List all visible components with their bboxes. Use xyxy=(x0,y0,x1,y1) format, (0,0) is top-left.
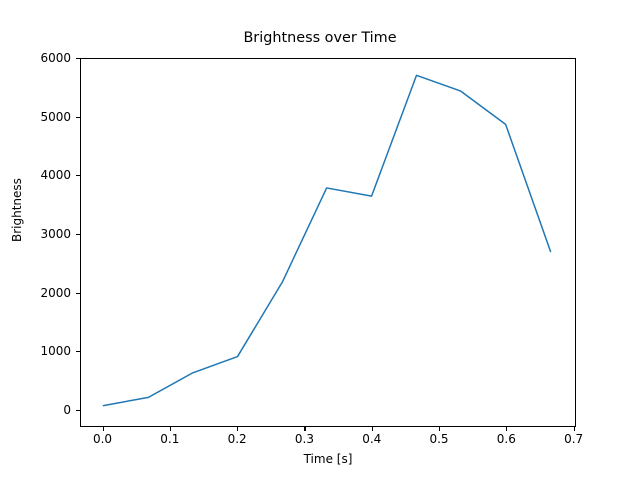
x-tick-mark xyxy=(169,427,171,431)
x-tick-label: 0.3 xyxy=(294,432,314,446)
y-tick-mark xyxy=(76,351,80,353)
x-tick-mark xyxy=(237,427,239,431)
y-axis-label: Brightness xyxy=(10,178,24,242)
y-tick-mark xyxy=(76,233,80,236)
data-line-svg xyxy=(102,74,552,407)
x-tick-label: 0.5 xyxy=(429,432,449,446)
x-axis-label: Time [s] xyxy=(303,452,353,466)
y-tick-label: 2000 xyxy=(40,285,71,300)
x-tick-mark xyxy=(573,427,575,431)
y-tick-label: 6000 xyxy=(40,51,71,65)
y-tick-mark xyxy=(76,292,80,294)
y-tick-mark xyxy=(76,409,80,412)
y-tick-mark xyxy=(76,116,80,118)
x-tick-mark xyxy=(102,427,104,431)
x-tick-mark xyxy=(304,427,306,431)
x-tick-mark xyxy=(439,427,441,431)
y-tick-label: 0 xyxy=(63,402,71,417)
x-tick-label: 0.4 xyxy=(362,432,382,446)
x-tick-mark xyxy=(371,427,373,431)
plot-axes-area xyxy=(80,58,576,427)
y-tick-label: 4000 xyxy=(40,168,71,183)
chart-title: Brightness over Time xyxy=(243,30,397,46)
x-tick-label: 0.0 xyxy=(92,432,113,446)
y-tick-mark xyxy=(76,175,80,177)
y-axis-tick-labels: 0 1000 2000 3000 4000 5000 6000 xyxy=(0,0,71,480)
y-tick-label: 5000 xyxy=(40,109,71,124)
y-tick-label: 1000 xyxy=(40,344,71,359)
x-tick-label: 0.7 xyxy=(564,432,584,446)
x-tick-label: 0.2 xyxy=(227,432,247,446)
x-tick-label: 0.1 xyxy=(160,432,180,446)
x-tick-label: 0.6 xyxy=(496,432,516,446)
y-tick-label: 3000 xyxy=(40,226,71,241)
x-tick-mark xyxy=(506,427,508,431)
y-tick-mark xyxy=(76,58,80,60)
brightness-line-series xyxy=(102,74,552,407)
